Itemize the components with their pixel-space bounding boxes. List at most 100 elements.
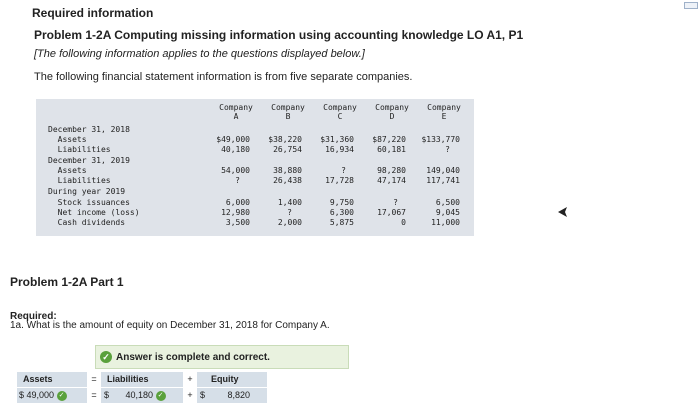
table-cell: 2,000: [277, 218, 302, 227]
table-row: December 31, 2019: [36, 156, 474, 166]
table-cell: 54,000: [221, 166, 250, 175]
table-cell: 17,067: [377, 208, 406, 217]
column-header-line1: Company: [219, 103, 253, 112]
table-cell: 9,045: [435, 208, 460, 217]
table-row: December 31, 2018: [36, 125, 474, 135]
column-header-company-c: Company C: [316, 103, 364, 121]
table-cell: 6,500: [435, 198, 460, 207]
plus-sign: +: [187, 374, 193, 384]
table-cell: 149,040: [426, 166, 460, 175]
table-cell: $49,000: [216, 135, 250, 144]
required-information-heading: Required information: [32, 6, 154, 20]
table-row: Assets $49,000 $38,220 $31,360 $87,220 $…: [36, 135, 474, 145]
problem-title: Problem 1-2A Computing missing informati…: [34, 28, 524, 42]
table-cell: 26,754: [273, 145, 302, 154]
equity-currency: $: [200, 390, 206, 400]
table-cell: $31,360: [320, 135, 354, 144]
equals-sign: =: [91, 374, 97, 384]
column-header-line1: Company: [271, 103, 305, 112]
table-row: Assets 54,000 38,880 ? 98,280 149,040: [36, 166, 474, 176]
column-header-line2: C: [337, 112, 343, 121]
plus-sign: +: [187, 390, 193, 400]
liabilities-label: Liabilities: [107, 374, 149, 384]
table-cell: 6,000: [225, 198, 250, 207]
financial-statement-table: Company A Company B Company C Company D …: [36, 99, 474, 236]
table-cell: 6,300: [329, 208, 354, 217]
row-label: Liabilities: [48, 176, 111, 185]
mouse-pointer-icon: [558, 207, 567, 217]
question-text: 1a. What is the amount of equity on Dece…: [10, 320, 330, 331]
assets-header-cell: Assets: [17, 372, 87, 387]
table-cell: $38,220: [268, 135, 302, 144]
table-cell: 3,500: [225, 218, 250, 227]
liabilities-value: 40,180: [125, 390, 154, 400]
table-row: Cash dividends 3,500 2,000 5,875 0 11,00…: [36, 218, 474, 228]
liabilities-currency: $: [104, 390, 110, 400]
table-cell: 26,438: [273, 176, 302, 185]
table-cell: 16,934: [325, 145, 354, 154]
window-corner-icon: [684, 2, 698, 9]
equity-label: Equity: [211, 374, 239, 384]
table-cell: $87,220: [372, 135, 406, 144]
column-header-line2: A: [233, 112, 239, 121]
check-icon: ✓: [56, 390, 67, 401]
table-row: Stock issuances 6,000 1,400 9,750 ? 6,50…: [36, 198, 474, 208]
table-row: Net income (loss) 12,980 ? 6,300 17,067 …: [36, 208, 474, 218]
table-cell: ?: [235, 176, 240, 185]
row-label: Net income (loss): [48, 208, 140, 217]
problem-header: Required information Problem 1-2A Comput…: [32, 6, 672, 84]
equity-header-cell: Equity: [197, 372, 267, 387]
column-header-company-a: Company A: [212, 103, 260, 121]
column-header-line1: Company: [323, 103, 357, 112]
equity-value-field[interactable]: $ 8,820: [197, 388, 267, 403]
equals-sign: =: [91, 390, 97, 400]
assets-value: $ 49,000: [19, 390, 55, 400]
column-header-line2: E: [441, 112, 447, 121]
check-icon: ✓: [100, 351, 112, 363]
equity-value: 8,820: [227, 390, 251, 400]
table-cell: 9,750: [329, 198, 354, 207]
assets-label: Assets: [23, 374, 53, 384]
table-cell: 17,728: [325, 176, 354, 185]
table-cell: 1,400: [277, 198, 302, 207]
row-label: Stock issuances: [48, 198, 130, 207]
column-header-line2: B: [285, 112, 291, 121]
table-row: During year 2019: [36, 187, 474, 197]
table-cell: 38,880: [273, 166, 302, 175]
table-cell: 117,741: [426, 176, 460, 185]
column-header-line2: D: [389, 112, 395, 121]
row-label: Cash dividends: [48, 218, 126, 227]
table-cell: $133,770: [421, 135, 460, 144]
answer-status-banner: ✓ Answer is complete and correct.: [95, 345, 349, 369]
check-icon: ✓: [155, 390, 166, 401]
column-header-line1: Company: [375, 103, 409, 112]
table-cell: ?: [445, 145, 450, 154]
required-label: Required:: [10, 311, 57, 322]
table-cell: 12,980: [221, 208, 250, 217]
row-label: Liabilities: [48, 145, 111, 154]
table-row: Liabilities ? 26,438 17,728 47,174 117,7…: [36, 176, 474, 186]
liabilities-header-cell: Liabilities: [101, 372, 183, 387]
row-label: Assets: [48, 166, 87, 175]
table-cell: 11,000: [431, 218, 460, 227]
table-cell: 5,875: [329, 218, 354, 227]
table-cell: ?: [393, 198, 398, 207]
row-label: December 31, 2018: [48, 125, 130, 134]
row-label: During year 2019: [48, 187, 126, 196]
intro-text: The following financial statement inform…: [34, 71, 413, 83]
liabilities-value-field[interactable]: $ 40,180 ✓: [101, 388, 183, 403]
table-cell: 40,180: [221, 145, 250, 154]
accounting-equation: Assets = Liabilities + Equity $ 49,000 ✓…: [17, 372, 267, 408]
column-header-company-d: Company D: [368, 103, 416, 121]
row-label: December 31, 2019: [48, 156, 130, 165]
row-label: Assets: [48, 135, 87, 144]
assets-value-field[interactable]: $ 49,000 ✓: [17, 388, 87, 403]
table-cell: 98,280: [377, 166, 406, 175]
part-title: Problem 1-2A Part 1: [10, 275, 124, 289]
answer-status-text: Answer is complete and correct.: [116, 351, 270, 363]
info-note: [The following information applies to th…: [34, 48, 365, 60]
table-cell: 0: [401, 218, 406, 227]
column-header-company-e: Company E: [420, 103, 468, 121]
table-cell: ?: [287, 208, 292, 217]
column-header-company-b: Company B: [264, 103, 312, 121]
